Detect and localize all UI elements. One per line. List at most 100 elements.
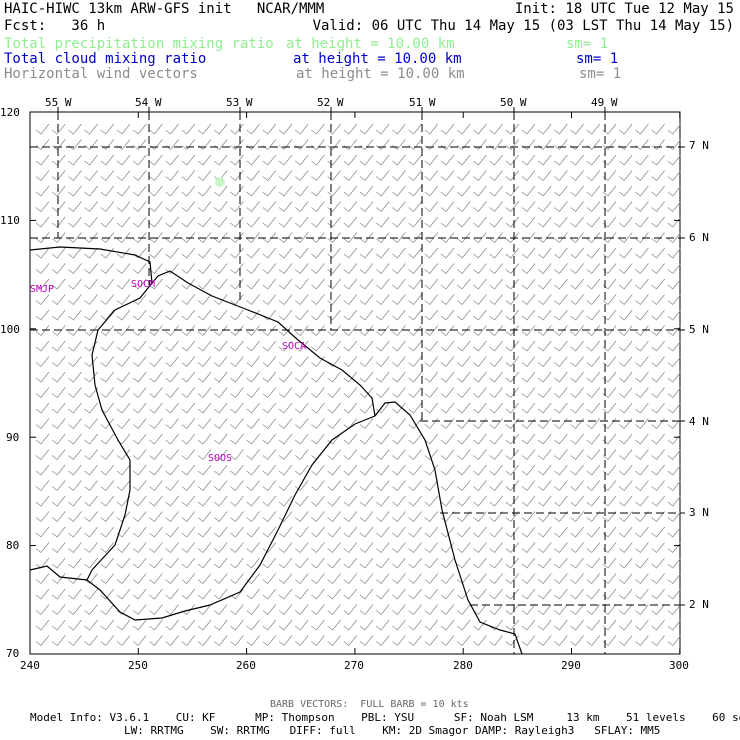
wind-barb <box>521 232 536 244</box>
wind-barb <box>51 542 66 554</box>
wind-barb <box>165 340 179 352</box>
wind-barb <box>294 263 309 275</box>
wind-barb <box>635 170 649 182</box>
wind-barb <box>586 139 601 151</box>
wind-barb <box>456 619 471 631</box>
wind-barb <box>570 294 584 306</box>
wind-barb <box>456 387 471 399</box>
wind-barb <box>456 294 471 306</box>
wind-barb <box>359 371 374 383</box>
wind-barb <box>618 263 633 275</box>
wind-barb <box>343 216 358 228</box>
wind-barb <box>424 604 439 616</box>
wind-barb <box>440 123 455 135</box>
wind-barb <box>635 278 649 290</box>
coastline <box>374 401 523 655</box>
wind-barb <box>554 263 568 275</box>
wind-barb <box>197 340 212 352</box>
wind-barb <box>68 402 82 414</box>
wind-barb <box>68 325 82 337</box>
wind-barb <box>424 170 439 182</box>
wind-barb <box>440 464 455 476</box>
wind-barb <box>262 511 277 523</box>
wind-barb <box>375 139 390 151</box>
wind-barb <box>667 542 682 554</box>
wind-barb <box>246 356 260 368</box>
wind-barb <box>35 433 50 445</box>
wind-barb <box>311 340 325 352</box>
wind-barb <box>246 449 260 461</box>
wind-barb <box>375 402 390 414</box>
wind-barb <box>343 635 358 647</box>
wind-barb <box>51 449 66 461</box>
wind-barb <box>262 588 277 600</box>
wind-barb <box>651 464 665 476</box>
wind-barb <box>489 433 503 445</box>
wind-barb <box>278 371 293 383</box>
wind-barb <box>635 356 649 368</box>
wind-barb <box>327 154 341 166</box>
wind-barb <box>521 480 536 492</box>
wind-barb <box>246 371 260 383</box>
wind-barb <box>165 278 179 290</box>
wind-barb <box>392 526 406 538</box>
wind-barb <box>149 573 163 585</box>
wind-barb <box>456 263 471 275</box>
wind-barb <box>456 201 471 213</box>
wind-barb <box>343 170 358 182</box>
wind-barb <box>489 557 503 569</box>
wind-barb <box>537 340 552 352</box>
wind-barb <box>408 232 422 244</box>
wind-barb <box>197 588 212 600</box>
wind-barb <box>505 216 520 228</box>
wind-barb <box>343 588 358 600</box>
wind-barb <box>278 201 293 213</box>
wind-barb <box>375 340 390 352</box>
wind-barb <box>537 387 552 399</box>
wind-barb <box>246 185 260 197</box>
wind-barb <box>375 185 390 197</box>
wind-barb <box>505 511 520 523</box>
wind-barb <box>262 464 277 476</box>
wind-barb <box>554 557 568 569</box>
wind-barb <box>667 247 682 259</box>
wind-barb <box>230 511 244 523</box>
wind-barb <box>537 619 552 631</box>
wind-barb <box>51 340 66 352</box>
wind-barb <box>392 619 406 631</box>
wind-barb <box>408 201 422 213</box>
wind-barb <box>84 340 98 352</box>
wind-barb <box>489 232 503 244</box>
wind-barb <box>327 542 341 554</box>
wind-barb <box>505 340 520 352</box>
wind-barb <box>51 402 66 414</box>
wind-barb <box>181 433 196 445</box>
wind-barb <box>570 511 584 523</box>
wind-barb <box>294 247 309 259</box>
wind-barb <box>165 247 179 259</box>
wind-barb <box>197 232 212 244</box>
wind-barb <box>586 526 601 538</box>
wind-barb <box>505 232 520 244</box>
wind-barb <box>618 495 633 507</box>
wind-barb <box>635 433 649 445</box>
wind-barb <box>51 325 66 337</box>
wind-barb <box>651 619 665 631</box>
wind-barb <box>262 557 277 569</box>
wind-barb <box>554 201 568 213</box>
wind-barb <box>554 340 568 352</box>
wind-barb <box>440 247 455 259</box>
wind-barb <box>294 201 309 213</box>
wind-barb <box>440 263 455 275</box>
wind-barb <box>667 495 682 507</box>
wind-barb <box>456 588 471 600</box>
wind-barb <box>116 495 131 507</box>
wind-barb <box>165 635 179 647</box>
wind-barb <box>84 325 98 337</box>
wind-barb <box>149 387 163 399</box>
wind-barb <box>570 542 584 554</box>
x-tick-label: 270 <box>344 659 364 672</box>
wind-barb <box>375 247 390 259</box>
wind-barb <box>359 170 374 182</box>
wind-barb <box>537 309 552 321</box>
